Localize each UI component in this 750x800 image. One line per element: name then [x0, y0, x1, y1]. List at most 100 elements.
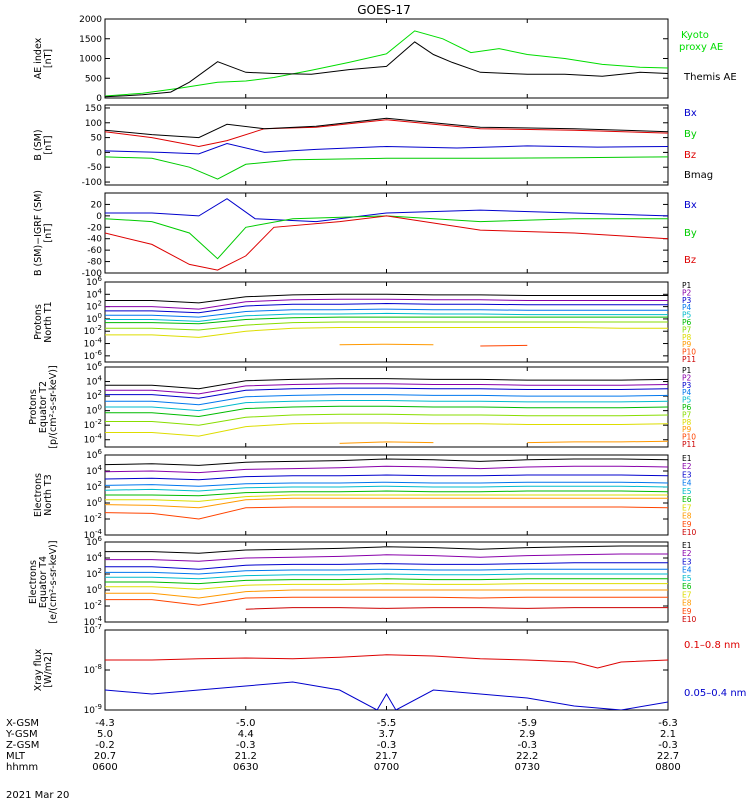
legend-label: By — [684, 129, 697, 140]
legend-label: Bx — [684, 200, 697, 211]
x-tick-value: -4.3 — [95, 718, 115, 729]
y-tick-label: 100 — [86, 404, 102, 417]
legend-label: Bmag — [684, 170, 713, 181]
y-axis-label: Electrons — [28, 560, 39, 604]
x-tick-value: 0730 — [515, 762, 540, 773]
channel-label: E9 — [682, 520, 692, 529]
x-tick-value: 20.7 — [94, 751, 116, 762]
channel-line — [105, 562, 668, 570]
channel-label: P5 — [682, 396, 692, 405]
channel-label: P7 — [682, 325, 692, 334]
panel-frame — [104, 629, 669, 711]
y-tick-label: 106 — [86, 360, 102, 373]
legend-label: proxy AE — [679, 42, 723, 53]
channel-label: E10 — [682, 528, 697, 537]
channel-line — [339, 441, 434, 444]
channel-line — [105, 312, 668, 322]
y-tick-label: 102 — [86, 480, 102, 493]
y-axis-label: B (SM)−IGRF (SM) — [33, 190, 44, 276]
legend-label: 0.05–0.4 nm — [684, 688, 746, 699]
y-tick-label: 10-4 — [84, 433, 103, 446]
y-tick-label: 10-8 — [84, 663, 102, 676]
y-axis-label: [p/(cm²-s-sr-keV)] — [48, 365, 59, 448]
channel-label: P8 — [682, 333, 692, 342]
legend-label: Themis AE — [683, 72, 737, 83]
legend-label: Bz — [684, 150, 696, 161]
x-tick-value: -6.3 — [658, 718, 678, 729]
y-tick-label: 10-4 — [84, 337, 103, 350]
y-axis-label: Xray flux — [33, 648, 44, 691]
x-tick-value: 4.4 — [238, 729, 254, 740]
channel-line — [105, 494, 668, 502]
channel-line — [105, 413, 668, 426]
y-axis-label: Equator T2 — [38, 381, 49, 433]
legend-label: Kyoto — [681, 30, 709, 41]
channel-label: E10 — [682, 615, 697, 624]
y-tick-label: -100 — [82, 178, 103, 188]
legend-label: Bz — [684, 255, 696, 266]
channel-line — [105, 308, 668, 318]
channel-label: P2 — [682, 373, 692, 382]
y-tick-label: 2000 — [79, 15, 102, 25]
series-group — [105, 117, 668, 180]
channel-label: E5 — [682, 487, 692, 496]
channel-label: P7 — [682, 410, 692, 419]
x-row-label: X-GSM — [6, 718, 39, 729]
panel-frame — [104, 541, 669, 623]
channel-label: P10 — [682, 348, 696, 357]
series-group — [105, 458, 668, 520]
x-tick-value: -5.9 — [517, 718, 537, 729]
series-line — [105, 119, 668, 148]
channel-label: E2 — [682, 549, 692, 558]
x-tick-value: 22.7 — [657, 751, 679, 762]
channel-line — [105, 293, 668, 304]
channel-label: E6 — [682, 495, 692, 504]
x-tick-value: -0.2 — [95, 740, 115, 751]
y-tick-label: -20 — [87, 223, 102, 233]
legend-label: By — [684, 228, 697, 239]
channel-label: E1 — [682, 541, 692, 550]
channel-label: P2 — [682, 288, 692, 297]
y-tick-label: 10-2 — [84, 512, 102, 525]
series-line — [105, 198, 668, 223]
x-tick-value: 3.7 — [379, 729, 395, 740]
x-tick-value: -5.5 — [377, 718, 397, 729]
y-tick-label: 0 — [96, 94, 102, 104]
y-tick-label: 10-2 — [84, 324, 102, 337]
x-row-label: MLT — [6, 751, 26, 762]
channel-line — [105, 465, 668, 474]
channel-line — [105, 568, 668, 575]
y-tick-label: 100 — [86, 583, 102, 596]
series-line — [105, 41, 668, 98]
channel-label: E7 — [682, 503, 692, 512]
channel-label: E2 — [682, 462, 692, 471]
channel-line — [105, 553, 668, 562]
y-tick-label: -40 — [87, 235, 102, 245]
y-axis-label: [nT] — [43, 223, 54, 242]
y-tick-label: 104 — [86, 375, 102, 388]
series-group — [105, 654, 668, 710]
x-tick-value: -5.0 — [236, 718, 256, 729]
channel-label: E3 — [682, 470, 692, 479]
channel-label: P9 — [682, 340, 692, 349]
channel-line — [105, 545, 668, 554]
channel-line — [105, 405, 668, 418]
x-tick-value: 0700 — [374, 762, 399, 773]
y-axis-label: Protons — [28, 389, 39, 425]
x-tick-value: -0.3 — [517, 740, 537, 751]
y-tick-label: 10-2 — [84, 599, 102, 612]
series-group — [105, 293, 668, 347]
series-line — [105, 117, 668, 139]
channel-line — [339, 343, 434, 346]
y-tick-label: 100 — [86, 312, 102, 325]
y-axis-label: North T3 — [43, 474, 54, 515]
y-axis-label: Equator T4 — [38, 556, 49, 608]
channel-line — [105, 458, 668, 466]
channel-label: P11 — [682, 440, 696, 449]
channel-line — [105, 422, 668, 437]
channel-label: E4 — [682, 479, 692, 488]
